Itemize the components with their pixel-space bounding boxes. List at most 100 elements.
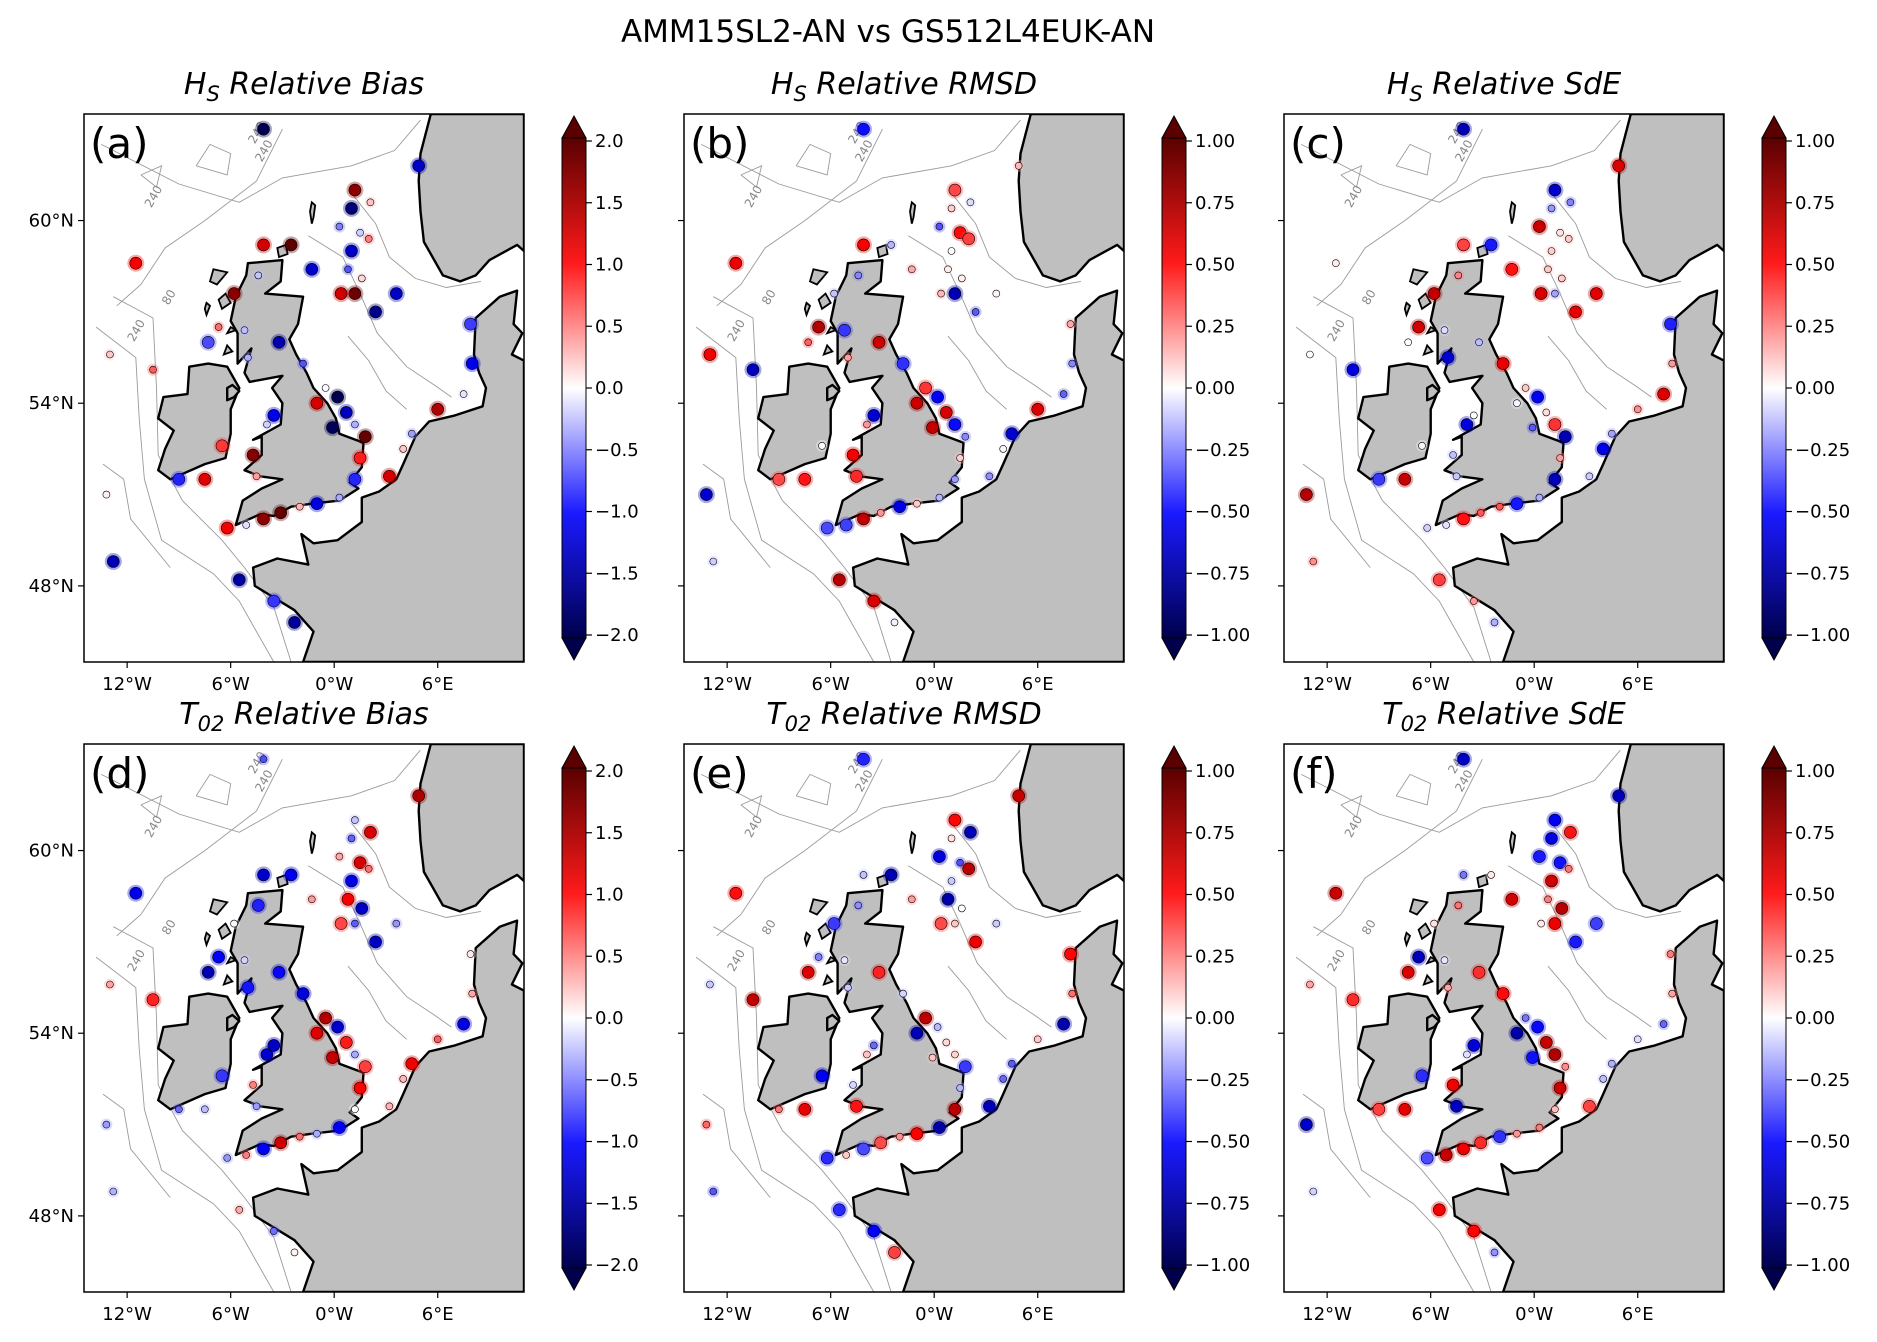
station-marker: [341, 892, 355, 906]
land-island: [203, 931, 212, 948]
station-marker: [175, 1105, 183, 1114]
colorbar-tick-label: 1.0: [595, 255, 624, 276]
station-marker: [1457, 512, 1470, 526]
station-marker: [274, 506, 288, 520]
station-marker: [385, 1102, 394, 1111]
colorbar-tick-label: −2.0: [595, 1255, 639, 1276]
station-marker: [1014, 162, 1023, 170]
land-northern-ireland-fix: [826, 1013, 841, 1032]
lon-tick-label: 0°W: [1515, 1304, 1553, 1325]
land-island: [276, 243, 289, 259]
isobath-line: [695, 956, 875, 1292]
station-marker: [1558, 274, 1566, 283]
isobath-label: 80: [159, 287, 179, 307]
isobath-label: 80: [759, 917, 779, 937]
station-marker: [939, 406, 953, 419]
station-marker: [1457, 238, 1470, 252]
colorbar-tick-label: 2.0: [595, 761, 624, 782]
panel-title-text: Relative RMSD: [811, 697, 1041, 732]
station-marker: [947, 204, 956, 213]
station-marker: [227, 287, 241, 300]
station-marker: [252, 1102, 261, 1111]
colorbar-tick-label: −0.75: [1795, 563, 1850, 584]
station-marker: [830, 289, 838, 298]
station-marker: [820, 521, 834, 535]
station-marker: [1457, 122, 1470, 136]
isobath-line: [1301, 749, 1621, 833]
station-marker: [962, 862, 976, 876]
isobath-line: [951, 822, 1081, 918]
station-marker: [351, 816, 359, 824]
station-marker: [1440, 956, 1449, 965]
isobath-line: [116, 758, 283, 937]
panel-title-subscript: S: [1409, 82, 1422, 106]
lon-tick-label: 6°W: [1412, 1304, 1450, 1325]
station-marker: [198, 472, 212, 486]
station-marker: [1556, 228, 1564, 237]
lon-tick-label: 6°W: [212, 674, 250, 695]
station-marker: [971, 308, 980, 316]
station-marker: [1012, 789, 1026, 803]
station-marker: [1472, 965, 1486, 979]
station-marker: [353, 1081, 367, 1095]
station-marker: [1534, 287, 1548, 300]
land-island: [225, 955, 238, 965]
land-island: [909, 200, 917, 224]
station-marker: [129, 256, 143, 270]
station-marker: [351, 420, 359, 429]
station-marker: [1564, 825, 1577, 839]
station-marker: [356, 228, 364, 237]
isobath-line: [1301, 119, 1621, 203]
colorbar-extend-max: [561, 744, 587, 769]
station-marker: [953, 226, 967, 239]
colorbar-tick-label: 1.0: [595, 885, 624, 906]
station-marker: [1309, 1187, 1318, 1196]
colorbar-tick-label: 0.25: [1195, 316, 1235, 337]
station-marker: [246, 448, 260, 462]
colorbar-extend-min: [1161, 1267, 1187, 1292]
colorbar-gradient: [561, 767, 587, 1269]
land-island: [309, 830, 317, 854]
station-marker: [326, 421, 339, 434]
station-marker: [947, 247, 956, 255]
station-marker: [353, 451, 367, 465]
station-marker: [867, 1224, 881, 1238]
station-marker: [1306, 350, 1314, 359]
station-marker: [985, 472, 994, 481]
station-marker: [1412, 950, 1425, 964]
station-marker: [335, 852, 344, 861]
station-marker: [351, 1105, 359, 1114]
station-marker: [1590, 917, 1603, 930]
station-marker: [345, 874, 358, 888]
colorbar-tick-label: 1.00: [1795, 131, 1835, 152]
station-marker: [220, 521, 234, 535]
lat-tick-label: 60°N: [29, 841, 74, 862]
station-marker: [896, 357, 910, 370]
station-marker: [814, 953, 823, 961]
station-marker: [869, 1041, 878, 1050]
isobath-label: 80: [759, 287, 779, 307]
station-marker: [983, 1100, 996, 1113]
panel-title: HS Relative SdE: [1387, 67, 1621, 106]
station-marker: [1423, 524, 1431, 532]
station-marker: [1031, 402, 1044, 416]
station-marker: [1440, 326, 1449, 335]
station-marker: [334, 917, 348, 930]
colorbar-extend-min: [561, 1267, 587, 1292]
land-norway: [417, 114, 524, 283]
station-marker: [1467, 1039, 1481, 1052]
station-marker: [1454, 271, 1463, 280]
station-marker: [1449, 451, 1457, 459]
station-marker: [1057, 1017, 1070, 1031]
station-marker: [215, 439, 229, 453]
station-marker: [321, 384, 330, 392]
colorbar: 1.00 0.75 0.50 0.25 0.00 −0.25 −0.50 −0.75 −1.00: [1761, 114, 1850, 662]
station-marker: [872, 965, 886, 979]
station-marker: [335, 493, 344, 502]
land-europe: [251, 919, 524, 1292]
land-island: [1422, 973, 1434, 986]
station-marker: [284, 238, 298, 252]
land-norway: [1617, 744, 1724, 913]
station-marker: [863, 420, 871, 429]
station-marker: [1487, 871, 1495, 879]
